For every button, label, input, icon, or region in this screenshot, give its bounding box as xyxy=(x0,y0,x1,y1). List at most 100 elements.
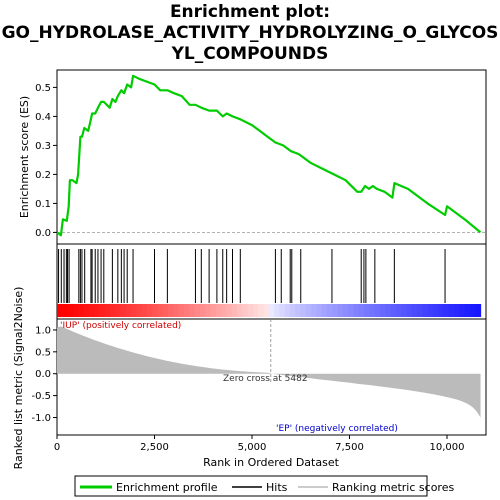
legend-box xyxy=(74,475,428,497)
heat-strip-cell xyxy=(358,304,365,317)
heat-strip-cell xyxy=(199,304,206,317)
heat-strip-cell xyxy=(374,304,381,317)
x-tick-label: 0 xyxy=(54,442,60,453)
heat-strip-cell xyxy=(157,304,164,317)
heat-strip-cell xyxy=(432,304,439,317)
x-tick-label: 5,000 xyxy=(238,442,267,453)
heat-strip-cell xyxy=(390,304,397,317)
heat-strip-cell xyxy=(300,304,307,317)
ranking-metric-area xyxy=(57,326,481,433)
heat-strip-cell xyxy=(173,304,180,317)
heat-strip-cell xyxy=(454,304,460,317)
metric-tick-label: -0.5 xyxy=(31,391,51,402)
negative-correlation-label: 'EP' (negatively correlated) xyxy=(276,424,398,434)
heat-strip-cell xyxy=(78,304,85,317)
es-tick-label: 0.5 xyxy=(35,83,51,94)
heat-strip-cell xyxy=(448,304,455,317)
heat-strip-cell xyxy=(406,304,413,317)
heat-strip-cell xyxy=(152,304,159,317)
heat-strip-cell xyxy=(242,304,249,317)
title-line-1: Enrichment plot: xyxy=(170,2,330,22)
heat-strip-cell xyxy=(364,304,370,317)
es-tick-label: 0.1 xyxy=(35,199,51,210)
title-line-2: GO_HYDROLASE_ACTIVITY_HYDROLYZING_O_GLYC… xyxy=(2,23,499,43)
heat-strip-cell xyxy=(332,304,339,317)
heat-strip-cell xyxy=(72,304,79,317)
heat-strip-cell xyxy=(247,304,254,317)
heat-strip-cell xyxy=(109,304,116,317)
x-tick-label: 2,500 xyxy=(140,442,169,453)
metric-tick-label: 0.0 xyxy=(35,369,51,380)
heat-strip-cell xyxy=(221,304,228,317)
es-panel-frame xyxy=(56,69,487,245)
heat-strip-cell xyxy=(316,304,323,317)
title-line-3: YL_COMPOUNDS xyxy=(171,44,329,64)
enrichment-profile-line xyxy=(56,74,482,237)
heat-strip-cell xyxy=(88,304,95,317)
heat-strip-cell xyxy=(337,304,344,317)
heat-strip-cell xyxy=(353,304,360,317)
zero-cross-label: Zero cross at 5482 xyxy=(223,374,308,384)
heat-strip-cell xyxy=(252,304,259,317)
x-tick-label: 7,500 xyxy=(335,442,364,453)
heat-strip-cell xyxy=(94,304,100,317)
heat-strip-cell xyxy=(237,304,243,317)
heat-strip-cell xyxy=(274,304,280,317)
heat-strip-cell xyxy=(348,304,355,317)
heat-strip-cell xyxy=(327,304,333,317)
es-tick-label: 0.0 xyxy=(35,228,51,239)
heat-strip-cell xyxy=(62,304,69,317)
heat-strip-cell xyxy=(57,304,63,317)
heat-layer xyxy=(57,304,482,317)
positive-correlation-label: 'IUP' (positively correlated) xyxy=(60,321,181,331)
heat-strip-cell xyxy=(342,304,349,317)
heat-strip-cell xyxy=(184,304,190,317)
heat-strip-cell xyxy=(284,304,291,317)
heat-strip-cell xyxy=(475,304,482,317)
heat-strip-cell xyxy=(99,304,106,317)
heat-strip-cell xyxy=(104,304,111,317)
heat-strip-cell xyxy=(311,304,318,317)
heat-strip-cell xyxy=(258,304,265,317)
hits-layer xyxy=(58,249,446,303)
x-axis-label: Rank in Ordered Dataset xyxy=(203,456,340,469)
heat-strip-cell xyxy=(369,304,376,317)
heat-strip-cell xyxy=(83,304,90,317)
heat-strip-cell xyxy=(226,304,233,317)
heat-strip-cell xyxy=(401,304,408,317)
heat-strip-cell xyxy=(411,304,418,317)
x-tick-label: 10,000 xyxy=(430,442,465,453)
heat-strip-cell xyxy=(289,304,296,317)
heat-strip-cell xyxy=(194,304,201,317)
heat-strip-cell xyxy=(162,304,169,317)
metric-panel-frame xyxy=(56,318,487,436)
heat-strip-cell xyxy=(131,304,138,317)
heat-strip-cell xyxy=(279,304,286,317)
heat-strip-cell xyxy=(178,304,185,317)
heat-strip-cell xyxy=(168,304,175,317)
heat-strip-cell xyxy=(136,304,143,317)
heat-strip-cell xyxy=(469,304,476,317)
heat-strip-cell xyxy=(395,304,402,317)
metric-tick-label: 0.5 xyxy=(35,347,51,358)
heat-strip-cell xyxy=(385,304,392,317)
heat-strip-cell xyxy=(321,304,328,317)
es-tick-label: 0.2 xyxy=(35,170,51,181)
legend-profile-label: Enrichment profile xyxy=(116,481,218,494)
heat-strip-cell xyxy=(147,304,153,317)
metric-tick-label: 1.0 xyxy=(35,325,51,336)
heat-strip-cell xyxy=(120,304,127,317)
heat-strip-cell xyxy=(115,304,122,317)
heat-strip-cell xyxy=(379,304,386,317)
legend-hits-label: Hits xyxy=(266,481,288,494)
metric-axis-label: Ranked list metric (Signal2Noise) xyxy=(12,287,25,470)
heat-strip-cell xyxy=(189,304,196,317)
heat-strip-cell xyxy=(210,304,217,317)
heat-strip-cell xyxy=(422,304,429,317)
heat-strip-cell xyxy=(215,304,222,317)
heat-strip-cell xyxy=(427,304,434,317)
heat-strip-cell xyxy=(305,304,312,317)
heat-strip-cell xyxy=(231,304,238,317)
es-layer xyxy=(56,74,486,237)
es-axis-label: Enrichment score (ES) xyxy=(18,96,31,218)
